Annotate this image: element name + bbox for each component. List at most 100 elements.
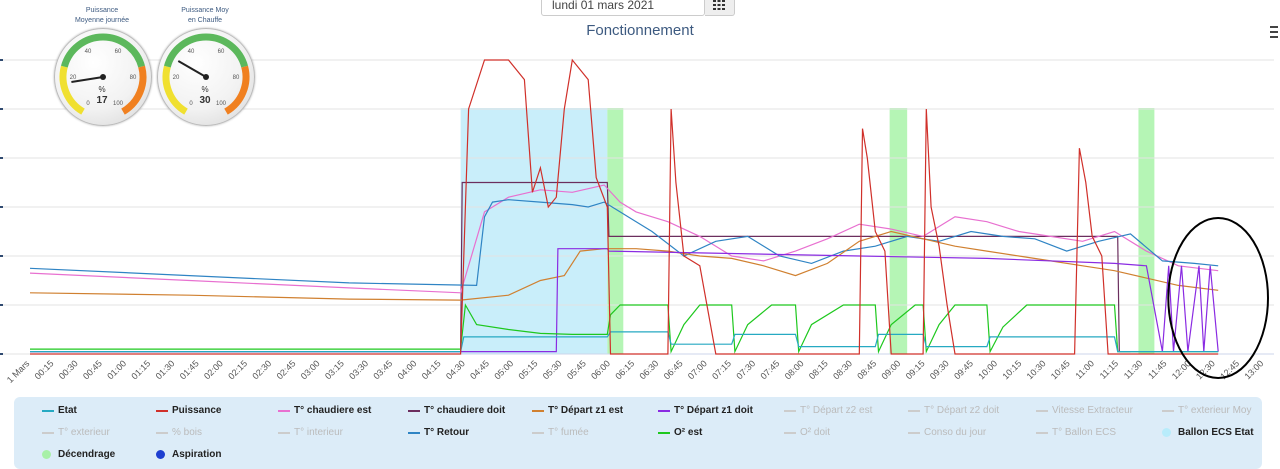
legend-item-t-d-part-z2-doit[interactable]: T° Départ z2 doit [908, 405, 1000, 416]
svg-text:80: 80 [130, 75, 137, 81]
x-tick-label: 00:30 [57, 358, 80, 381]
svg-text:60: 60 [115, 49, 122, 55]
legend-label: Décendrage [58, 449, 116, 460]
legend-item-conso-du-jour[interactable]: Conso du jour [908, 427, 986, 438]
x-tick-label: 09:45 [952, 358, 975, 381]
x-tick-label: 13:00 [1242, 358, 1265, 381]
band-3 [1138, 108, 1155, 354]
x-tick-label: 01:30 [154, 358, 177, 381]
legend-line-icon [532, 432, 544, 434]
x-tick-label: 09:15 [904, 358, 927, 381]
x-tick-label: 04:30 [444, 358, 467, 381]
legend-item-t-exterieur[interactable]: T° exterieur [42, 427, 110, 438]
legend-label: % bois [172, 427, 203, 438]
legend-label: T° Ballon ECS [1052, 427, 1117, 438]
legend-item-t-retour[interactable]: T° Retour [408, 427, 470, 438]
x-tick-label: 02:15 [226, 358, 249, 381]
legend-item-ballon-ecs-etat[interactable]: Ballon ECS Etat [1162, 427, 1254, 438]
chart-title: Fonctionnement [586, 22, 694, 39]
legend-label: T° fumée [548, 427, 589, 438]
legend-item-aspiration[interactable]: Aspiration [156, 449, 221, 460]
legend-item-puissance[interactable]: Puissance [156, 405, 222, 416]
svg-text:40: 40 [85, 49, 92, 55]
legend-item-t-ballon-ecs[interactable]: T° Ballon ECS [1036, 427, 1117, 438]
y-axis-tick [0, 157, 3, 159]
series-line-etat [30, 331, 1219, 353]
x-tick-label: 03:15 [323, 358, 346, 381]
legend-line-icon [156, 410, 168, 412]
x-tick-label: 06:15 [613, 358, 636, 381]
calendar-button[interactable] [705, 0, 735, 16]
x-tick-label: 1 Mars [5, 358, 32, 385]
chart-legend: Etat Puissance T° chaudiere est T° chaudier… [14, 397, 1262, 469]
legend-line-icon [658, 410, 670, 412]
legend-label: T° Départ z2 doit [924, 405, 1000, 416]
legend-label: Vitesse Extracteur [1052, 405, 1133, 416]
legend-line-icon [658, 432, 670, 434]
legend-label: T° chaudiere doit [424, 405, 506, 416]
x-tick-label: 00:15 [33, 358, 56, 381]
x-tick-label: 05:45 [565, 358, 588, 381]
legend-item-vitesse-extracteur[interactable]: Vitesse Extracteur [1036, 405, 1133, 416]
legend-label: Puissance [172, 405, 222, 416]
legend-line-icon [1036, 410, 1048, 412]
x-tick-label: 00:45 [81, 358, 104, 381]
legend-dot-icon [156, 450, 165, 459]
legend-item-t-exterieur-moy[interactable]: T° exterieur Moy [1162, 405, 1251, 416]
legend-line-icon [42, 410, 54, 412]
legend-line-icon [532, 410, 544, 412]
legend-item-d-cendrage[interactable]: Décendrage [42, 449, 116, 460]
hamburger-icon[interactable] [1270, 26, 1280, 40]
series-line-t-d-part-z1-est [29, 230, 1219, 301]
legend-line-icon [408, 432, 420, 434]
legend-label: O² doit [800, 427, 831, 438]
legend-item-etat[interactable]: Etat [42, 405, 77, 416]
x-tick-label: 03:45 [371, 358, 394, 381]
calendar-icon [713, 0, 725, 10]
y-axis-tick [0, 255, 3, 257]
x-tick-label: 01:45 [178, 358, 201, 381]
x-tick-label: 02:00 [202, 358, 225, 381]
x-tick-label: 05:00 [492, 358, 515, 381]
series-line-t-chaudiere-est [29, 184, 1219, 294]
gauge-unit: % [98, 85, 106, 94]
x-tick-label: 07:30 [734, 358, 757, 381]
svg-text:0: 0 [86, 101, 90, 107]
legend-item-o-est[interactable]: O² est [658, 427, 703, 438]
legend-item-t-d-part-z2-est[interactable]: T° Départ z2 est [784, 405, 873, 416]
series-line-t-chaudiere-doit [30, 181, 1131, 353]
x-tick-label: 03:00 [299, 358, 322, 381]
x-tick-label: 06:45 [662, 358, 685, 381]
legend-item-t-fum-e[interactable]: T° fumée [532, 427, 589, 438]
legend-label: T° Départ z2 est [800, 405, 873, 416]
date-field[interactable]: lundi 01 mars 2021 [541, 0, 705, 16]
legend-item-t-chaudiere-est[interactable]: T° chaudiere est [278, 405, 371, 416]
gauge-unit: % [201, 85, 209, 94]
series-line-puissance [30, 58, 1219, 355]
legend-item-o-doit[interactable]: O² doit [784, 427, 831, 438]
y-axis-tick [0, 59, 3, 61]
legend-item-t-d-part-z1-est[interactable]: T° Départ z1 est [532, 405, 623, 416]
legend-label: T° Retour [424, 427, 470, 438]
legend-label: T° exterieur [58, 427, 110, 438]
y-axis-tick [0, 206, 3, 208]
legend-item--bois[interactable]: % bois [156, 427, 203, 438]
band-0 [460, 108, 608, 354]
svg-text:20: 20 [70, 75, 77, 81]
legend-item-t-d-part-z1-doit[interactable]: T° Départ z1 doit [658, 405, 754, 416]
legend-label: T° Départ z1 doit [674, 405, 754, 416]
x-tick-label: 01:00 [105, 358, 128, 381]
legend-item-t-interieur[interactable]: T° interieur [278, 427, 343, 438]
legend-line-icon [408, 410, 420, 412]
x-tick-label: 12:00 [1170, 358, 1193, 381]
legend-line-icon [784, 432, 796, 434]
legend-item-t-chaudiere-doit[interactable]: T° chaudiere doit [408, 405, 506, 416]
x-tick-label: 04:00 [396, 358, 419, 381]
svg-text:20: 20 [173, 75, 180, 81]
legend-dot-icon [1162, 428, 1171, 437]
x-tick-label: 08:45 [855, 358, 878, 381]
svg-text:100: 100 [113, 101, 124, 107]
legend-label: O² est [674, 427, 703, 438]
x-tick-label: 08:00 [783, 358, 806, 381]
